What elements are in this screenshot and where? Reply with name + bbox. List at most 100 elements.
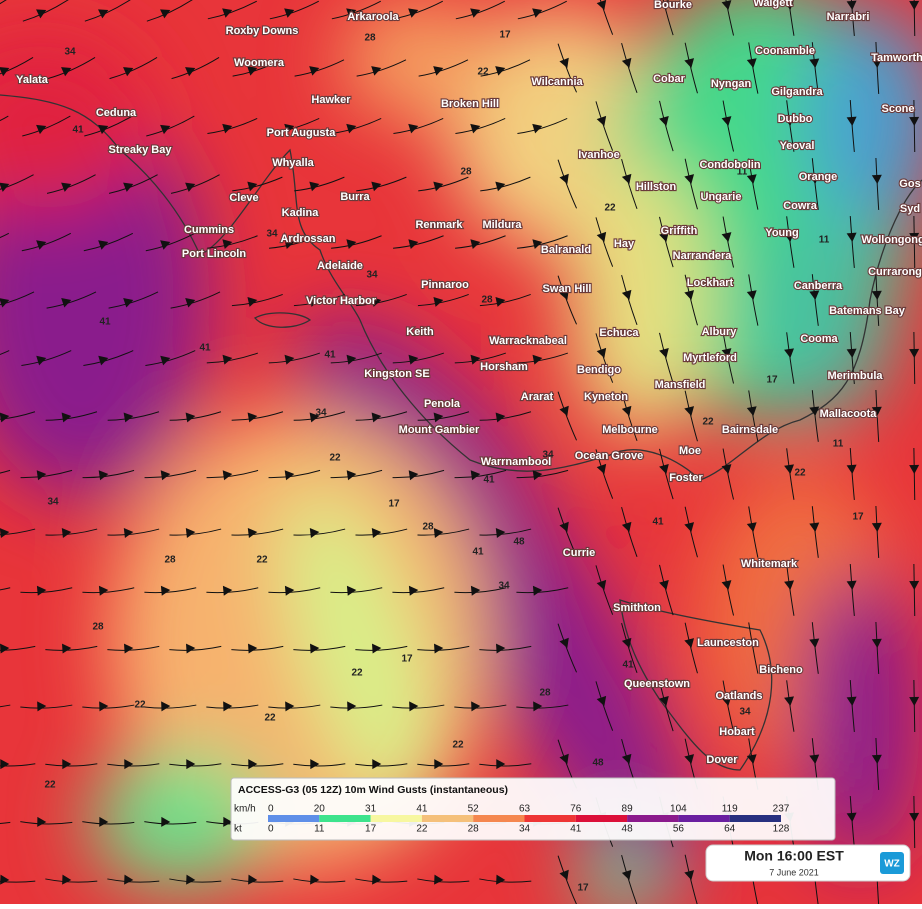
streamline	[480, 176, 531, 192]
place-name: Ardrossan	[280, 233, 335, 245]
place-name: Albury	[702, 326, 738, 338]
streamline	[107, 878, 160, 883]
streamline	[0, 0, 7, 5]
streamline	[293, 528, 346, 536]
streamline	[355, 763, 408, 767]
stream-arrow	[433, 528, 444, 538]
stream-arrow	[222, 123, 233, 134]
stream-arrow	[721, 696, 732, 706]
stream-arrow	[809, 58, 820, 68]
contour-label: 41	[472, 547, 484, 558]
legend-swatch	[627, 815, 679, 822]
place-name: Ararat	[521, 391, 554, 403]
streamline	[454, 587, 507, 594]
place-name: Hillston	[636, 181, 677, 193]
streamline	[392, 469, 445, 479]
stream-arrow	[408, 123, 419, 134]
stream-arrow	[684, 638, 695, 648]
streamline	[417, 763, 470, 767]
stream-arrow	[222, 354, 233, 365]
contour-label: 17	[766, 375, 778, 386]
streamline	[722, 100, 735, 152]
stream-arrow	[284, 354, 295, 365]
stream-arrow	[659, 580, 669, 590]
streamline	[268, 469, 321, 479]
stream-arrow	[186, 643, 196, 654]
legend-value: 237	[773, 804, 790, 815]
streamline	[913, 99, 916, 153]
stream-arrow	[721, 580, 732, 590]
streamline	[621, 507, 638, 558]
stream-arrow	[909, 232, 920, 242]
stream-arrow	[61, 182, 72, 192]
stream-arrow	[846, 116, 857, 126]
contour-label: 28	[422, 522, 434, 533]
place-name: Batemans Bay	[829, 305, 906, 317]
streamline	[0, 528, 36, 536]
streamline	[293, 645, 346, 651]
streamline	[722, 332, 735, 384]
stream-arrow	[98, 470, 109, 481]
streamline	[145, 350, 196, 366]
stream-arrow	[846, 464, 857, 474]
streamline	[269, 0, 320, 20]
streamline	[684, 854, 698, 906]
streamline	[599, 0, 614, 35]
place-name: Arkaroola	[347, 11, 399, 23]
stream-arrow	[495, 66, 506, 76]
legend-value: 31	[365, 804, 377, 815]
logo-badge	[880, 852, 904, 874]
stream-arrow	[621, 637, 632, 648]
place-name: Kyneton	[584, 391, 628, 403]
streamline	[330, 704, 383, 709]
stream-arrow	[495, 181, 506, 192]
streamline	[517, 235, 568, 249]
streamline	[557, 43, 578, 93]
stream-arrow	[37, 816, 47, 827]
streamline	[684, 506, 698, 558]
streamline	[0, 411, 36, 420]
stream-arrow	[721, 464, 732, 474]
streamline	[875, 390, 880, 442]
place-name: Scone	[881, 103, 914, 115]
stream-arrow	[222, 585, 233, 596]
streamline	[82, 704, 135, 709]
place-name: Cobar	[653, 73, 686, 85]
legend-swatch	[678, 815, 730, 822]
stream-arrow	[247, 528, 258, 538]
legend-value: 20	[314, 804, 326, 815]
streamline	[169, 528, 222, 536]
stream-arrow	[846, 348, 857, 358]
streamline	[455, 235, 506, 249]
contour-label: 22	[452, 740, 464, 751]
stream-arrow	[659, 0, 669, 10]
stream-arrow	[746, 406, 757, 416]
stream-arrow	[621, 753, 632, 764]
contour-label: 22	[351, 668, 363, 679]
stream-arrow	[596, 115, 607, 126]
stream-arrow	[223, 816, 233, 827]
stream-arrow	[0, 874, 10, 885]
streamline	[621, 159, 638, 210]
streamline	[330, 469, 383, 479]
streamline	[47, 56, 96, 80]
streamline	[355, 528, 408, 536]
place-name: Currarong	[868, 266, 922, 278]
stream-arrow	[659, 696, 669, 706]
legend-value: 28	[468, 824, 480, 835]
contour-label: 11	[819, 235, 830, 246]
streamline	[107, 411, 160, 421]
place-name: Hobart	[719, 726, 755, 738]
stream-arrow	[310, 759, 320, 770]
stream-arrow	[0, 67, 10, 77]
stream-arrow	[372, 643, 382, 654]
stream-arrow	[61, 67, 72, 77]
stream-arrow	[433, 412, 444, 423]
contour-label: 22	[134, 700, 146, 711]
stream-arrow	[846, 812, 857, 822]
streamline	[811, 158, 819, 210]
streamline	[875, 506, 880, 558]
stream-arrow	[222, 239, 233, 250]
stream-arrow	[470, 354, 481, 365]
streamline	[748, 506, 759, 558]
